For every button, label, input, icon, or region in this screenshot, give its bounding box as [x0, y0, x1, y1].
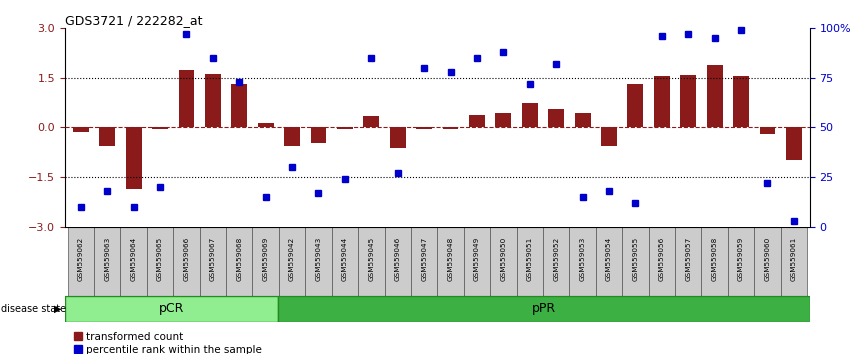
- Bar: [569, 227, 596, 296]
- Bar: [226, 227, 253, 296]
- Bar: [364, 116, 379, 127]
- Text: GSM559045: GSM559045: [368, 237, 374, 281]
- Bar: [417, 127, 432, 129]
- Bar: [205, 74, 221, 127]
- Bar: [253, 227, 279, 296]
- Bar: [65, 296, 278, 322]
- Bar: [147, 227, 173, 296]
- Bar: [543, 227, 569, 296]
- Text: GSM559061: GSM559061: [791, 237, 797, 281]
- Text: ▶: ▶: [54, 304, 61, 314]
- Text: GSM559056: GSM559056: [659, 237, 665, 281]
- Text: GSM559066: GSM559066: [184, 237, 190, 281]
- Bar: [622, 227, 649, 296]
- Bar: [596, 227, 622, 296]
- Text: GSM559048: GSM559048: [448, 237, 454, 281]
- Text: GSM559060: GSM559060: [765, 237, 771, 281]
- Bar: [707, 65, 722, 127]
- Text: GSM559051: GSM559051: [527, 237, 533, 281]
- Text: GSM559068: GSM559068: [236, 237, 242, 281]
- Bar: [649, 227, 675, 296]
- Text: GSM559069: GSM559069: [262, 237, 268, 281]
- Text: GSM559058: GSM559058: [712, 237, 718, 281]
- Text: GSM559046: GSM559046: [395, 237, 401, 281]
- Bar: [495, 113, 511, 127]
- Bar: [73, 127, 88, 132]
- Bar: [681, 75, 696, 127]
- Bar: [332, 227, 359, 296]
- Bar: [390, 127, 405, 148]
- Bar: [490, 227, 516, 296]
- Bar: [411, 227, 437, 296]
- Bar: [575, 113, 591, 127]
- Bar: [601, 127, 617, 145]
- Bar: [278, 296, 810, 322]
- Text: GSM559067: GSM559067: [210, 237, 216, 281]
- Text: GSM559042: GSM559042: [289, 237, 295, 281]
- Text: GSM559049: GSM559049: [474, 237, 480, 281]
- Text: GSM559062: GSM559062: [78, 237, 84, 281]
- Bar: [516, 227, 543, 296]
- Bar: [734, 76, 749, 127]
- Bar: [173, 227, 200, 296]
- Bar: [306, 227, 332, 296]
- Bar: [463, 227, 490, 296]
- Bar: [469, 115, 485, 127]
- Bar: [337, 127, 352, 129]
- Bar: [437, 227, 463, 296]
- Bar: [231, 85, 247, 127]
- Bar: [94, 227, 120, 296]
- Text: GSM559055: GSM559055: [632, 237, 638, 281]
- Bar: [100, 127, 115, 145]
- Text: GSM559047: GSM559047: [421, 237, 427, 281]
- Text: GSM559064: GSM559064: [131, 237, 137, 281]
- Text: GDS3721 / 222282_at: GDS3721 / 222282_at: [65, 14, 203, 27]
- Bar: [727, 227, 754, 296]
- Bar: [258, 124, 274, 127]
- Text: GSM559054: GSM559054: [606, 237, 612, 281]
- Text: disease state: disease state: [1, 304, 66, 314]
- Bar: [443, 127, 458, 129]
- Bar: [120, 227, 147, 296]
- Text: GSM559057: GSM559057: [685, 237, 691, 281]
- Text: GSM559053: GSM559053: [579, 237, 585, 281]
- Bar: [126, 127, 141, 189]
- Bar: [279, 227, 306, 296]
- Bar: [548, 109, 564, 127]
- Text: pPR: pPR: [532, 302, 556, 315]
- Bar: [675, 227, 701, 296]
- Text: GSM559059: GSM559059: [738, 237, 744, 281]
- Text: GSM559050: GSM559050: [501, 237, 507, 281]
- Bar: [284, 127, 300, 145]
- Text: GSM559063: GSM559063: [104, 237, 110, 281]
- Text: GSM559043: GSM559043: [315, 237, 321, 281]
- Bar: [654, 76, 669, 127]
- Bar: [385, 227, 411, 296]
- Text: GSM559052: GSM559052: [553, 237, 559, 281]
- Bar: [780, 227, 807, 296]
- Bar: [68, 227, 94, 296]
- Bar: [628, 85, 643, 127]
- Bar: [152, 127, 168, 129]
- Bar: [786, 127, 802, 160]
- Bar: [522, 103, 538, 127]
- Bar: [759, 127, 775, 134]
- Bar: [754, 227, 780, 296]
- Bar: [178, 70, 194, 127]
- Bar: [359, 227, 385, 296]
- Legend: transformed count, percentile rank within the sample: transformed count, percentile rank withi…: [70, 327, 266, 354]
- Text: GSM559065: GSM559065: [157, 237, 163, 281]
- Text: GSM559044: GSM559044: [342, 237, 348, 281]
- Text: pCR: pCR: [158, 302, 184, 315]
- Bar: [701, 227, 727, 296]
- Bar: [311, 127, 326, 143]
- Bar: [200, 227, 226, 296]
